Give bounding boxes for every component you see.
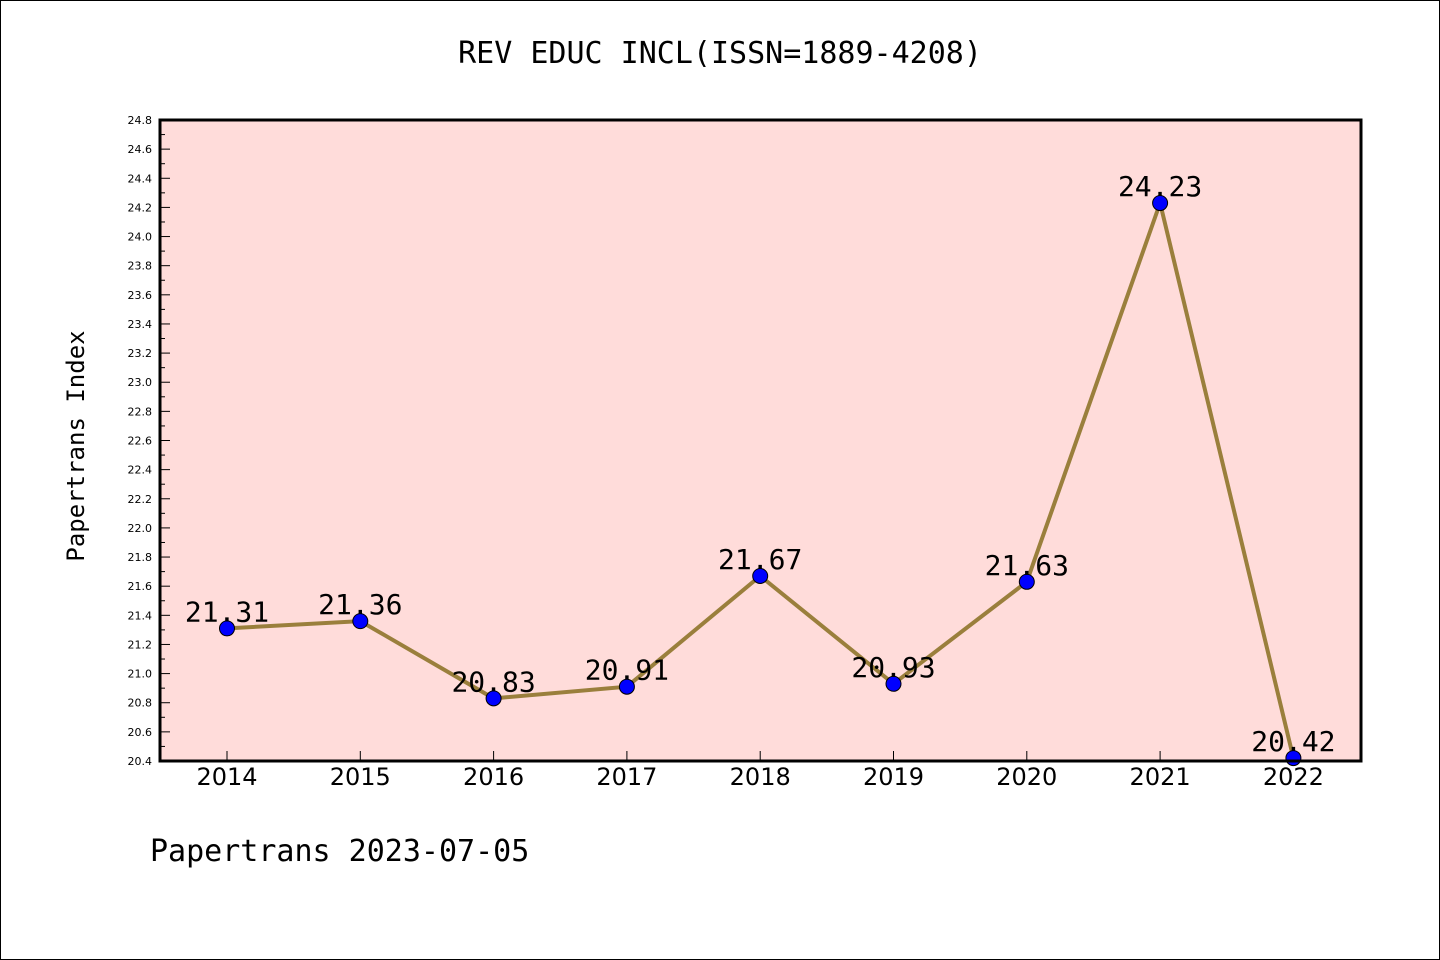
y-tick-label: 20.4 [128, 755, 153, 768]
data-label: 21.36 [318, 588, 402, 621]
data-point [1152, 195, 1169, 212]
data-point [885, 675, 902, 692]
y-tick-label: 24.4 [128, 172, 153, 185]
data-label: 20.91 [585, 654, 669, 687]
data-label: 20.83 [451, 665, 535, 698]
data-point [618, 678, 635, 695]
x-tick-label: 2021 [1130, 763, 1191, 791]
y-tick-label: 22.2 [128, 493, 153, 506]
plot-area [160, 120, 1361, 761]
x-tick-label: 2017 [596, 763, 657, 791]
x-tick-label: 2018 [730, 763, 791, 791]
y-tick-label: 24.0 [128, 231, 153, 244]
y-tick-label: 21.4 [128, 609, 153, 622]
data-point [485, 690, 502, 707]
data-label: 20.42 [1251, 725, 1335, 758]
y-tick-label: 23.8 [128, 260, 153, 273]
y-tick-label: 21.6 [128, 580, 153, 593]
footer-note: Papertrans 2023-07-05 [150, 834, 530, 869]
y-tick-label: 20.8 [128, 697, 153, 710]
data-label: 21.67 [718, 543, 802, 576]
y-tick-label: 21.0 [128, 668, 153, 681]
data-label: 21.31 [185, 595, 269, 628]
y-tick-label: 23.4 [128, 318, 153, 331]
plot-border [158, 118, 1363, 763]
y-tick-label: 22.8 [128, 405, 153, 418]
y-tick-label: 23.2 [128, 347, 153, 360]
x-tick-label: 2020 [996, 763, 1057, 791]
y-tick-label: 22.0 [128, 522, 153, 535]
data-point [752, 567, 769, 584]
y-tick-label: 20.6 [128, 726, 153, 739]
data-labels: 21.31 21.36 20.83 20.91 21.67 20.93 21.63 24.23… [185, 170, 1336, 758]
y-axis-label: Papertrans Index [62, 330, 90, 561]
y-tick-label: 21.2 [128, 638, 153, 651]
data-point [219, 620, 235, 637]
y-tick-label: 22.6 [128, 435, 153, 448]
y-tick-label: 24.8 [128, 114, 153, 127]
data-markers [219, 195, 1302, 767]
data-label: 21.63 [985, 549, 1069, 582]
x-tick-label: 2019 [863, 763, 924, 791]
y-axis-ticks: 20.4 20.6 20.8 21.0 21.2 21.4 21.6 21.8 22.0 22.2… [128, 114, 170, 768]
y-tick-label: 24.2 [128, 201, 153, 214]
data-point [352, 613, 369, 630]
x-tick-label: 2016 [463, 763, 524, 791]
y-tick-label: 23.0 [128, 376, 153, 389]
x-axis-ticks: 2014 2015 2016 2017 2018 2019 2020 2021 2022 [196, 751, 1324, 791]
y-tick-label: 23.6 [128, 289, 153, 302]
y-tick-label: 21.8 [128, 551, 153, 564]
y-tick-label: 22.4 [128, 464, 153, 477]
y-tick-label: 24.6 [128, 143, 153, 156]
x-tick-label: 2014 [196, 763, 257, 791]
data-point [1018, 573, 1035, 590]
data-label: 20.93 [851, 651, 935, 684]
x-tick-label: 2015 [330, 763, 391, 791]
chart-title: REV EDUC INCL(ISSN=1889-4208) [458, 36, 982, 71]
x-tick-label: 2022 [1263, 763, 1324, 791]
data-label: 24.23 [1118, 170, 1202, 203]
